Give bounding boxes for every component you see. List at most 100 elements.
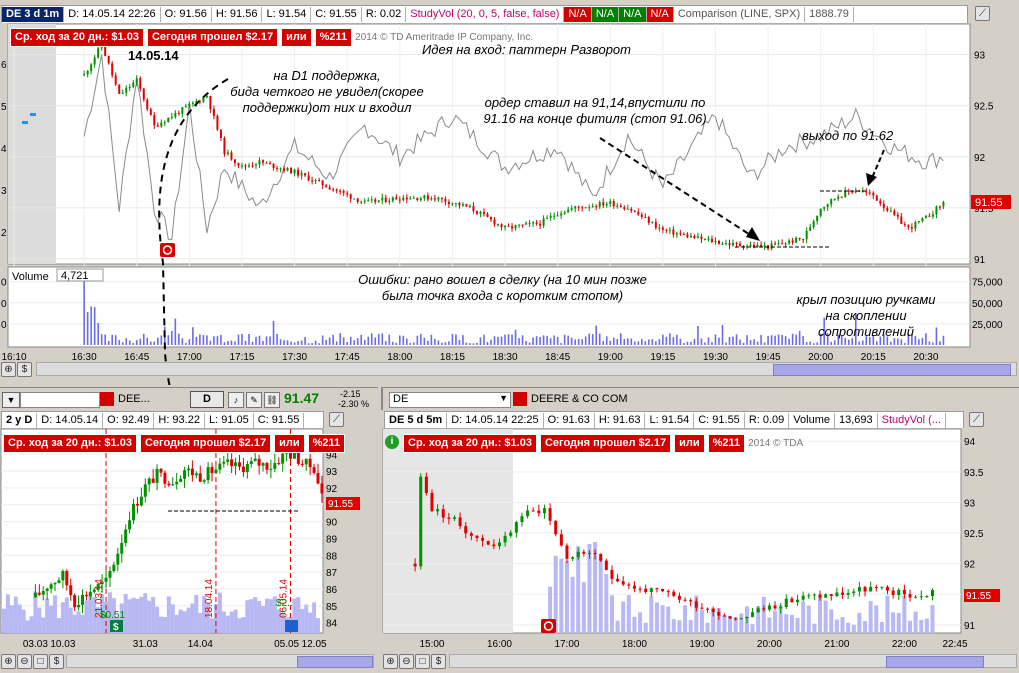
vol-bar-155 — [626, 338, 629, 345]
br-scrollbar-thumb[interactable] — [886, 656, 984, 668]
bl-scrollbar[interactable] — [66, 654, 374, 668]
bl-vol-bar-67 — [264, 598, 269, 633]
br-header-symbol[interactable]: DE 5 d 5m — [385, 413, 448, 428]
vol-bar-208 — [812, 343, 815, 345]
bl-y-tick-10: 94 — [326, 450, 338, 461]
bl-header-symbol[interactable]: 2 y D — [2, 413, 38, 428]
bl-candle-body-25 — [132, 503, 136, 521]
top-zoom-icon[interactable]: ⊕ — [1, 362, 16, 377]
bl-dollar-icon[interactable]: $ — [49, 654, 64, 669]
br-vol-bar-8 — [593, 542, 598, 633]
br-red-icon[interactable] — [513, 392, 527, 406]
br-symbol-input[interactable]: DE ▼ — [389, 392, 511, 408]
annotation-support: на D1 поддержка, бида четкого не увидел(… — [230, 68, 424, 115]
bl-sound-icon[interactable]: ♪ — [228, 392, 244, 408]
bl-vol-bar-10 — [41, 617, 46, 633]
br-zoom-in-icon[interactable]: ⊕ — [383, 654, 398, 669]
vol-bar-93 — [409, 343, 412, 345]
br-dollar-icon[interactable]: $ — [431, 654, 446, 669]
top-candle-body-160 — [644, 217, 647, 219]
br-scrollbar[interactable] — [449, 654, 1017, 668]
bl-time-axis: 03.03 10.03 31.03 14.04 05.05 12.05 — [23, 639, 327, 650]
bl-fit-icon[interactable]: □ — [33, 654, 48, 669]
bl-vol-bar-24 — [96, 607, 101, 633]
vol-bar-233 — [900, 339, 903, 345]
top-candle-body-54 — [272, 163, 275, 168]
br-candle-body-76 — [841, 592, 845, 595]
bl-low: L: 91.05 — [205, 413, 254, 428]
vol-bar-193 — [760, 335, 762, 345]
bl-dividend-icon[interactable]: $ — [110, 620, 123, 633]
bl-scrollbar-thumb[interactable] — [297, 656, 373, 668]
bl-link-chain-icon[interactable]: ⛓ — [264, 392, 280, 408]
br-toolbar: DE ▼ DEERE & CO COM — [381, 387, 1019, 410]
br-vol-bar-19 — [654, 602, 659, 633]
top-candle-body-233 — [900, 216, 903, 225]
top-study[interactable]: StudyVol (20, 0, 5, false, false) — [406, 7, 565, 22]
bl-red-icon[interactable] — [100, 392, 114, 406]
top-candle-body-110 — [468, 205, 471, 207]
bl-settings-icon[interactable]: ⟋ — [329, 412, 344, 427]
bl-vol-bar-38 — [151, 596, 156, 633]
br-study[interactable]: StudyVol (... — [878, 413, 946, 428]
br-candle-body-49 — [689, 600, 693, 602]
top-candle-body-238 — [917, 221, 920, 223]
bl-symbol[interactable]: DEE... — [118, 393, 150, 405]
top-candle-body-230 — [889, 210, 892, 212]
bl-zoom-out-icon[interactable]: ⊖ — [17, 654, 32, 669]
top-comparison[interactable]: Comparison (LINE, SPX) — [674, 7, 806, 22]
br-chart-header: DE 5 d 5m D: 14.05.14 22:25 O: 91.63 H: … — [384, 411, 964, 430]
bl-link-icon[interactable]: ▼ — [2, 392, 20, 408]
top-chart-settings-icon[interactable]: ⟋ — [975, 6, 990, 21]
top-symbol[interactable]: DE 3 d 1m — [2, 7, 65, 22]
br-vol-bar-54 — [851, 624, 856, 633]
br-candle-body-75 — [835, 592, 839, 597]
bl-y-tick-4: 88 — [326, 551, 338, 562]
top-scrollbar[interactable] — [36, 362, 1017, 376]
top-candle-body-239 — [921, 217, 924, 222]
top-candle-body-146 — [595, 206, 598, 208]
br-settings-icon[interactable]: ⟋ — [969, 412, 984, 427]
bl-symbol-input[interactable] — [20, 392, 100, 408]
br-info-icon[interactable]: i — [385, 435, 399, 449]
alarm-clock-icon[interactable] — [160, 243, 175, 257]
bl-candle-body-44 — [206, 467, 210, 481]
top-volume-bars — [83, 280, 945, 345]
top-candle-body-122 — [511, 226, 514, 229]
top-candle-body-90 — [398, 199, 401, 201]
br-candle-body-3 — [430, 492, 434, 512]
br-candle-body-9 — [464, 526, 468, 534]
br-symbol-dropdown-icon[interactable]: ▼ — [499, 393, 508, 403]
br-alarm-clock-icon[interactable] — [541, 619, 556, 633]
top-x-tick-7: 18:00 — [387, 352, 412, 363]
vol-bar-140 — [574, 339, 576, 345]
bl-chart-svg: 21.03.14 18.04.14 06.05.14 84 85 86 87 88 89 90 9… — [0, 428, 378, 650]
bl-vol-bar-54 — [213, 604, 218, 633]
bl-type-button[interactable]: D — [190, 391, 224, 408]
bl-vol-bar-14 — [56, 618, 61, 633]
bl-zoom-in-icon[interactable]: ⊕ — [1, 654, 16, 669]
top-candle-body-11 — [121, 92, 124, 94]
br-y-tick-6: 94 — [964, 437, 976, 448]
bl-vol-bar-42 — [166, 596, 171, 633]
br-zoom-out-icon[interactable]: ⊖ — [399, 654, 414, 669]
vol-bar-33 — [199, 334, 201, 345]
top-candle-body-100 — [433, 198, 436, 200]
top-candle-body-143 — [584, 207, 587, 209]
bl-vol-bar-64 — [253, 597, 258, 633]
br-candle-body-12 — [481, 537, 485, 541]
top-candle-body-10 — [118, 84, 121, 94]
br-symbol[interactable]: DE — [393, 393, 409, 405]
bl-candle-body-29 — [147, 478, 151, 485]
br-vol-bar-18 — [649, 596, 654, 633]
top-scrollbar-thumb[interactable] — [773, 364, 1011, 376]
bl-candle-body-41 — [194, 473, 198, 476]
top-candle-body-50 — [258, 160, 261, 165]
bl-earnings-icon[interactable] — [285, 620, 298, 632]
top-dollar-icon[interactable]: $ — [17, 362, 32, 377]
bl-y-tick-5: 89 — [326, 534, 338, 545]
bl-pencil-icon[interactable]: ✎ — [246, 392, 262, 408]
bl-vol-bar-71 — [280, 612, 285, 633]
br-fit-icon[interactable]: □ — [415, 654, 430, 669]
top-candle-body-52 — [265, 162, 268, 164]
